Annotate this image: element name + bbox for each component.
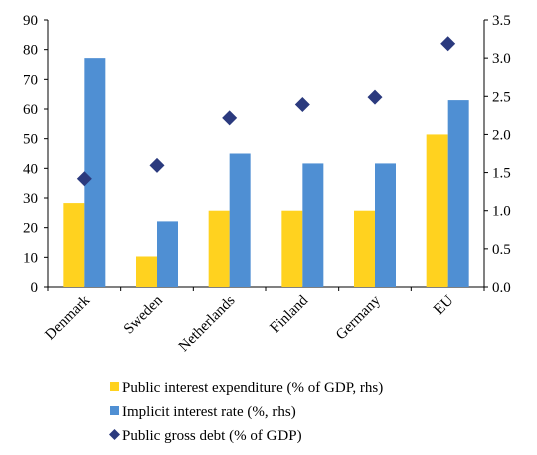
bar-interest-expenditure — [63, 203, 85, 287]
right-tick-label: 1.0 — [492, 204, 511, 220]
left-tick-label: 30 — [23, 191, 38, 207]
category-labels: Denmark Sweden Netherlands Finland Germany EU — [42, 292, 456, 355]
bar-interest-expenditure — [208, 210, 230, 287]
left-tick-label: 50 — [23, 132, 38, 148]
left-tick-label: 60 — [23, 102, 38, 118]
debt-marker — [149, 157, 165, 173]
left-tick-label: 10 — [23, 250, 38, 266]
left-tick-label: 70 — [23, 72, 38, 88]
right-tick-label: 1.5 — [492, 166, 511, 182]
legend-swatch — [109, 429, 120, 440]
legend-swatch — [110, 406, 119, 415]
right-tick-label: 0.0 — [492, 280, 511, 296]
bar-interest-expenditure — [354, 210, 375, 287]
debt-marker — [294, 97, 310, 113]
category-label: Sweden — [121, 292, 166, 337]
debt-marker — [440, 36, 456, 52]
left-tick-label: 80 — [23, 43, 38, 59]
right-tick-label: 2.5 — [492, 89, 511, 105]
bar-implicit-rate — [375, 163, 396, 287]
bars — [63, 58, 469, 288]
bar-interest-expenditure — [281, 210, 303, 287]
axes: 0 10 20 30 40 50 60 70 80 90 0.0 0.5 1.0 1.5 2.0 2.5 3.0… — [23, 13, 511, 296]
right-tick-label: 3.0 — [492, 51, 511, 67]
bar-implicit-rate — [229, 153, 251, 287]
category-label: Netherlands — [176, 292, 239, 355]
legend-label: Public gross debt (% of GDP) — [122, 428, 302, 444]
debt-marker — [222, 110, 238, 126]
category-label: Denmark — [42, 292, 93, 343]
left-tick-label: 20 — [23, 221, 38, 237]
right-tick-label: 3.5 — [492, 13, 511, 29]
bar-interest-expenditure — [426, 134, 448, 287]
left-tick-label: 40 — [23, 161, 38, 177]
category-label: Germany — [333, 292, 384, 343]
bar-implicit-rate — [157, 221, 178, 287]
debt-marker — [367, 89, 383, 105]
right-tick-label: 0.5 — [492, 242, 511, 258]
legend: Public interest expenditure (% of GDP, r… — [109, 380, 383, 444]
legend-label: Implicit interest rate (%, rhs) — [122, 404, 296, 420]
legend-label: Public interest expenditure (% of GDP, r… — [122, 380, 383, 396]
right-tick-label: 2.0 — [492, 127, 511, 143]
legend-swatch — [110, 382, 119, 391]
bar-implicit-rate — [447, 100, 469, 287]
category-label: EU — [431, 292, 457, 318]
left-tick-label: 0 — [31, 280, 39, 296]
category-label: Finland — [267, 292, 311, 336]
bar-implicit-rate — [84, 58, 106, 288]
left-tick-label: 90 — [23, 13, 38, 29]
markers — [76, 36, 456, 187]
bar-implicit-rate — [302, 163, 324, 287]
bar-interest-expenditure — [136, 256, 157, 287]
debt-marker — [76, 171, 92, 187]
